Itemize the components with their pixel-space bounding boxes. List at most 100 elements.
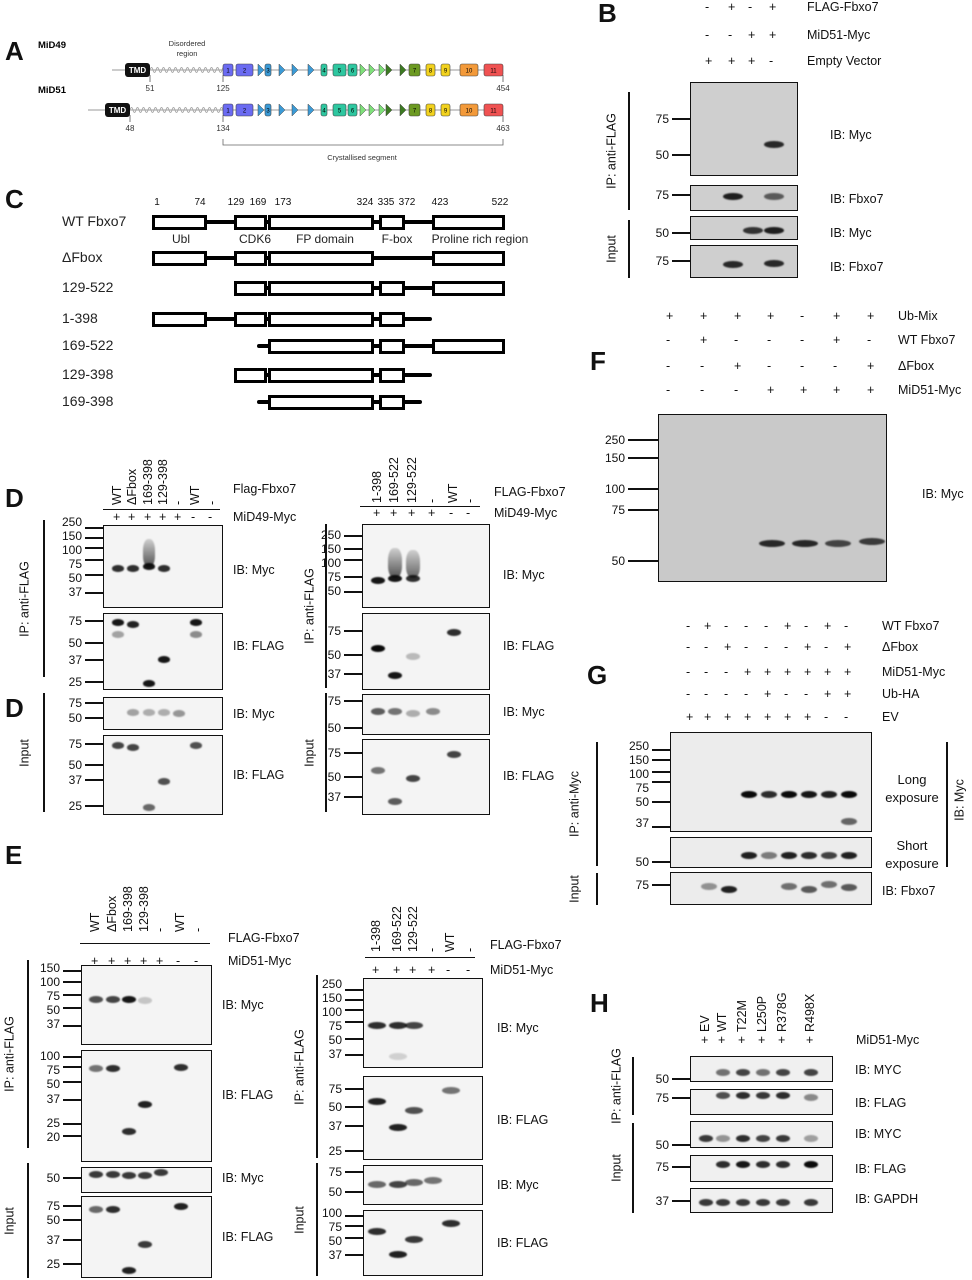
marker-label: 25 [68, 675, 82, 689]
group-bracket [316, 1163, 318, 1276]
condition-sign: - [748, 0, 753, 14]
marker-label: 50 [68, 758, 82, 772]
marker-label: 37 [327, 790, 341, 804]
marker-tick [672, 260, 690, 262]
domain-box [379, 338, 405, 354]
protein-band [825, 539, 851, 547]
protein-band [137, 1172, 153, 1180]
helix-number: 6 [351, 69, 355, 75]
marker-tick [63, 970, 81, 972]
protein-band [841, 790, 857, 798]
condition-sign: + [764, 687, 772, 701]
condition-sign: + [666, 309, 674, 323]
lane-label: WT [109, 485, 124, 505]
condition-sign: - [767, 333, 772, 347]
protein-band [801, 885, 817, 893]
marker-label: 37 [46, 1091, 60, 1106]
strand-element [291, 103, 299, 117]
protein-band [821, 790, 837, 798]
condition-sign: + [128, 510, 136, 524]
blot-membrane [363, 978, 483, 1068]
strand-element [378, 63, 386, 77]
condition-sign: - [704, 640, 709, 654]
group-bracket [325, 524, 327, 688]
side-label: IB: Myc [952, 779, 967, 821]
protein-band [735, 1198, 751, 1206]
marker-tick [63, 981, 81, 983]
lane-label: 169-398 [120, 886, 135, 932]
condition-sign: - [666, 333, 671, 347]
helix-number: 6 [351, 109, 355, 115]
protein-band [111, 618, 125, 626]
blot-antibody-label: IB: FLAG [503, 769, 555, 783]
protein-band [446, 751, 462, 759]
protein-name: MiD51 [38, 85, 67, 96]
condition-sign: + [804, 710, 812, 724]
protein-band [801, 790, 817, 798]
marker-tick [85, 574, 103, 576]
marker-tick [652, 861, 670, 863]
protein-band [137, 1100, 153, 1108]
marker-tick [344, 700, 362, 702]
marker-label: 100 [61, 543, 82, 557]
condition-label: MiD51-Myc [807, 28, 871, 42]
condition-sign: - [800, 309, 805, 323]
marker-label: 25 [68, 799, 82, 813]
blot-antibody-label: IB: MYC [855, 1127, 902, 1141]
blot-antibody-label: IB: FLAG [497, 1113, 549, 1127]
protein-band [126, 620, 140, 628]
protein-band [105, 995, 121, 1003]
marker-tick [63, 1056, 81, 1058]
marker-label: 50 [655, 1138, 669, 1152]
lane-label: WT [445, 483, 460, 503]
marker-label: 50 [611, 554, 625, 568]
blot-membrane [362, 739, 490, 815]
marker-tick [85, 779, 103, 781]
condition-sign: - [833, 359, 838, 373]
panel-letter: H [590, 988, 609, 1018]
protein-band [111, 741, 125, 749]
lane-label: 129-398 [155, 459, 170, 505]
blot-membrane [690, 1188, 833, 1213]
marker-tick [63, 1205, 81, 1207]
condition-sign: + [778, 1033, 786, 1047]
protein-band [370, 766, 386, 774]
blot-antibody-label: IB: Fbxo7 [830, 260, 884, 274]
marker-tick [344, 591, 362, 593]
lane-label: ΔFbox [104, 895, 119, 932]
condition-label: MiD51-Myc [228, 954, 292, 968]
domain-box [268, 338, 374, 354]
group-bracket [43, 693, 45, 812]
lane-label: T22M [734, 1000, 749, 1032]
marker-tick [628, 560, 658, 562]
protein-band [121, 1266, 137, 1274]
domain-box [268, 367, 374, 383]
protein-band [781, 882, 797, 890]
domain-label: FP domain [296, 232, 354, 246]
marker-label: 75 [327, 569, 341, 584]
domain-box [234, 250, 267, 266]
marker-tick [345, 1106, 363, 1108]
marker-tick [672, 1078, 690, 1080]
condition-sign: - [800, 359, 805, 373]
marker-label: 150 [604, 451, 625, 465]
marker-tick [63, 994, 81, 996]
marker-tick [344, 727, 362, 729]
protein-band [189, 630, 203, 638]
condition-sign: - [724, 665, 729, 679]
helix-element [408, 63, 421, 77]
marker-label: 250 [61, 515, 82, 529]
protein-band [764, 227, 784, 235]
marker-tick [345, 1009, 363, 1011]
strand-element [399, 103, 407, 117]
protein-band [405, 774, 421, 782]
condition-sign: + [108, 954, 116, 968]
helix-number: 10 [466, 109, 473, 115]
marker-tick [345, 1215, 363, 1217]
protein-band [111, 564, 125, 572]
protein-band [735, 1092, 751, 1100]
group-bracket [27, 1163, 29, 1278]
position-label: 51 [146, 84, 155, 93]
protein-band [121, 996, 137, 1004]
